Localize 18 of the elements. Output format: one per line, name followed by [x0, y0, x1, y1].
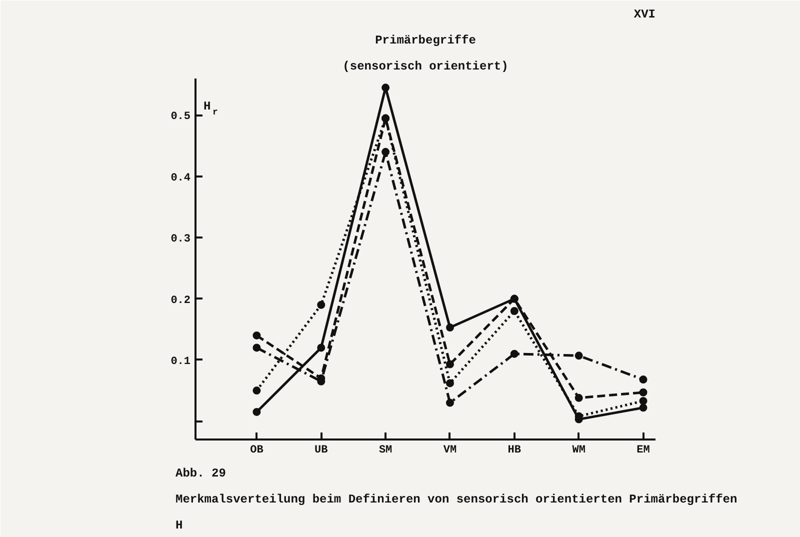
caption: Abb. 29 [176, 466, 226, 480]
x-tick-label: WM [572, 444, 586, 456]
y-tick-label: 0.1 [170, 356, 191, 368]
x-tick-label: EM [636, 444, 650, 456]
x-tick-label: OB [250, 444, 264, 456]
text: H [176, 518, 183, 532]
chart-title: Primärbegriffe [375, 34, 476, 48]
x-tick-label: UB [314, 444, 328, 456]
text: XVI [634, 8, 656, 22]
y-tick-label: 0.2 [170, 294, 191, 307]
y-tick-label: 0.4 [170, 172, 191, 184]
y-tick-label: 0.3 [170, 234, 191, 246]
x-tick-label: VM [443, 444, 457, 456]
x-tick-label: HB [508, 444, 522, 456]
x-tick-label: SM [378, 444, 393, 456]
chart-subtitle: (sensorisch orientiert) [342, 60, 508, 74]
text: Merkmalsverteilung beim Definieren von sensorisch orientierten Primärbegriffen [176, 492, 738, 506]
y-tick-label: 0.5 [170, 111, 191, 124]
